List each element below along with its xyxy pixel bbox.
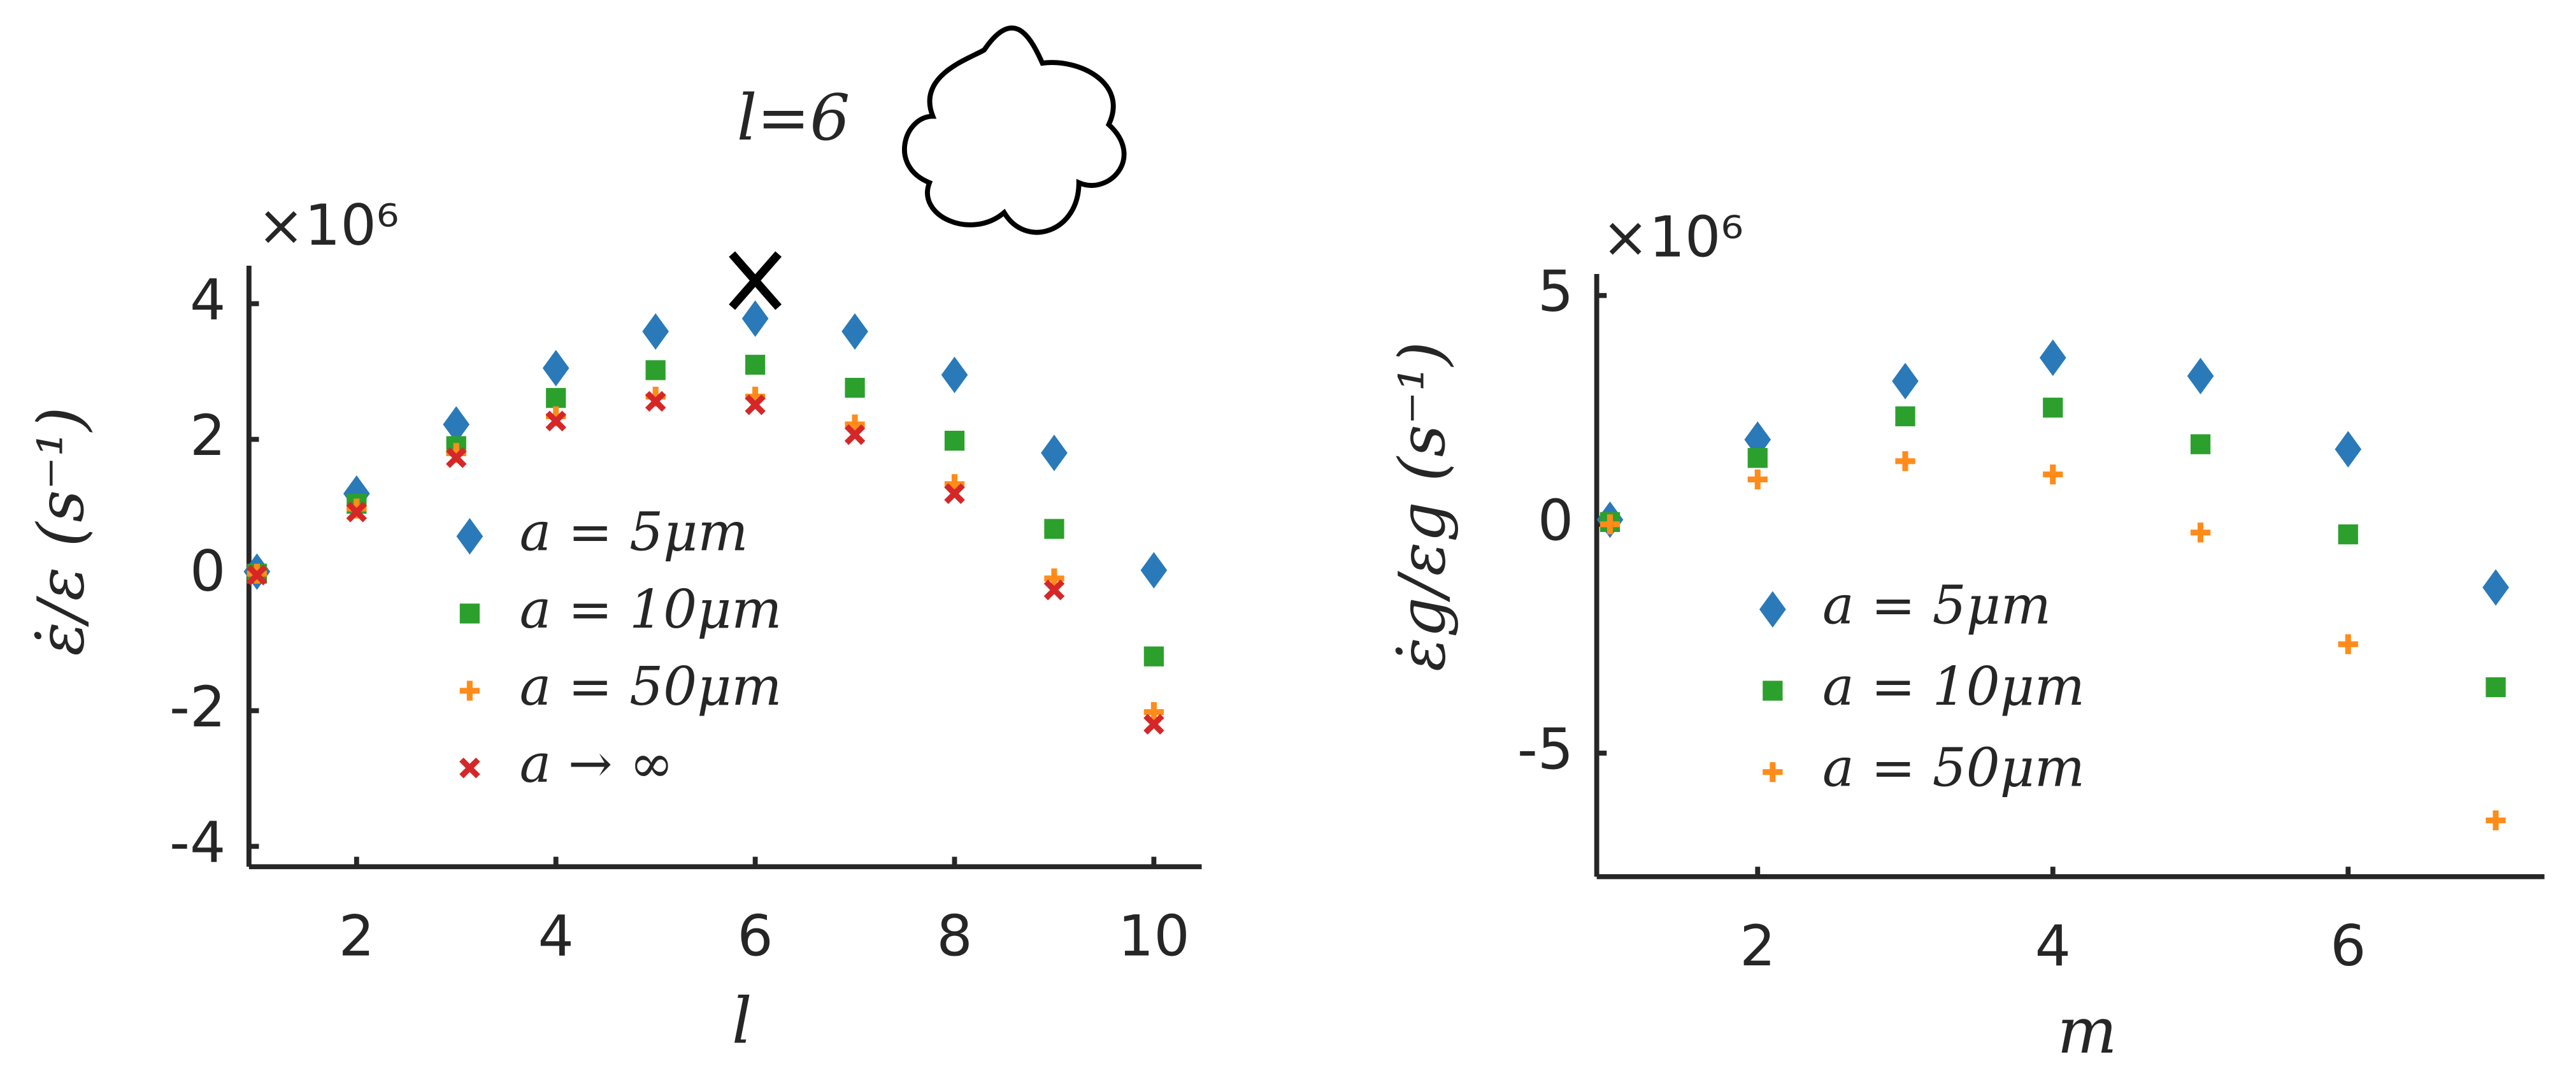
x-tick-label: 10 <box>1118 903 1190 969</box>
y-tick-label: -5 <box>1517 716 1573 782</box>
legend-marker <box>459 603 480 624</box>
marker <box>1599 514 1621 535</box>
y-tick-label: 5 <box>1538 259 1573 324</box>
marker <box>741 300 769 337</box>
marker <box>745 354 766 375</box>
marker <box>2039 339 2066 377</box>
marker <box>2486 677 2506 698</box>
legend-marker <box>1759 591 1786 628</box>
marker <box>542 350 569 387</box>
marker <box>941 356 968 394</box>
marker <box>1747 448 1768 468</box>
annotation: l=6 <box>737 82 850 155</box>
x-tick-label: 4 <box>538 903 574 969</box>
y-tick-label: 4 <box>190 267 225 333</box>
marker <box>841 313 868 350</box>
marker <box>1041 435 1068 472</box>
marker <box>2335 431 2362 468</box>
y-tick-label: 2 <box>190 403 225 468</box>
marker <box>1895 451 1915 472</box>
marker <box>2043 464 2063 485</box>
marker <box>1043 579 1065 601</box>
marker <box>944 431 965 451</box>
marker <box>844 424 866 445</box>
marker <box>546 387 566 408</box>
marker <box>2482 569 2509 606</box>
x-tick-label: 2 <box>339 903 375 969</box>
marker <box>1892 363 1919 400</box>
y-tick-label: 0 <box>1538 487 1573 553</box>
x-axis-label: l <box>732 984 752 1058</box>
x-tick-label: 4 <box>2035 913 2071 979</box>
marker <box>2187 357 2214 394</box>
marker <box>446 447 467 468</box>
x-tick-label: 8 <box>936 903 972 969</box>
marker <box>2043 398 2063 418</box>
legend-label: a = 10μm <box>1822 656 2085 717</box>
marker <box>1140 552 1168 589</box>
multiplier: ×10⁶ <box>257 192 399 258</box>
y-tick-label: -2 <box>169 674 225 740</box>
y-axis-label: ε̇g/εg (s⁻¹) <box>1386 342 1459 672</box>
marker <box>1143 714 1164 735</box>
legend-marker <box>459 681 480 701</box>
marker <box>845 377 865 398</box>
legend-label: a = 50μm <box>1822 737 2085 799</box>
legend-label: a = 5μm <box>520 501 748 563</box>
legend-label: a → ∞ <box>520 733 674 795</box>
legend-marker <box>459 757 480 779</box>
legend-marker <box>1763 681 1783 701</box>
legend-label: a = 10μm <box>520 579 782 640</box>
x-tick-label: 6 <box>2330 913 2366 979</box>
marker <box>2338 634 2358 654</box>
marker <box>745 394 766 415</box>
y-tick-label: 0 <box>190 538 225 604</box>
shape-sketch <box>902 25 1127 235</box>
x-tick-label: 6 <box>737 903 773 969</box>
marker <box>1143 646 1164 666</box>
legend-label: a = 5μm <box>1822 574 2051 636</box>
legend-label: a = 50μm <box>520 656 782 717</box>
legend-marker <box>1763 762 1783 782</box>
marker <box>1044 519 1064 539</box>
marker <box>247 565 268 586</box>
marker <box>2338 524 2358 545</box>
marker <box>645 391 666 412</box>
y-axis-label: ε̇/ε (s⁻¹) <box>25 407 98 656</box>
x-axis-label: m <box>2057 995 2117 1066</box>
marker <box>2190 434 2211 454</box>
marker <box>642 313 669 350</box>
multiplier: ×10⁶ <box>1601 204 1743 270</box>
legend-marker <box>456 518 483 555</box>
y-tick-label: -4 <box>169 810 225 875</box>
marker <box>2190 522 2211 543</box>
marker <box>346 501 368 522</box>
marker <box>645 360 666 380</box>
marker <box>1143 702 1164 723</box>
marker <box>545 410 566 432</box>
highlight-marker <box>729 251 782 310</box>
x-tick-label: 2 <box>1740 913 1775 979</box>
marker <box>944 483 965 504</box>
marker <box>1747 469 1768 490</box>
marker <box>1044 568 1064 589</box>
marker <box>2486 810 2506 831</box>
marker <box>1895 406 1915 427</box>
